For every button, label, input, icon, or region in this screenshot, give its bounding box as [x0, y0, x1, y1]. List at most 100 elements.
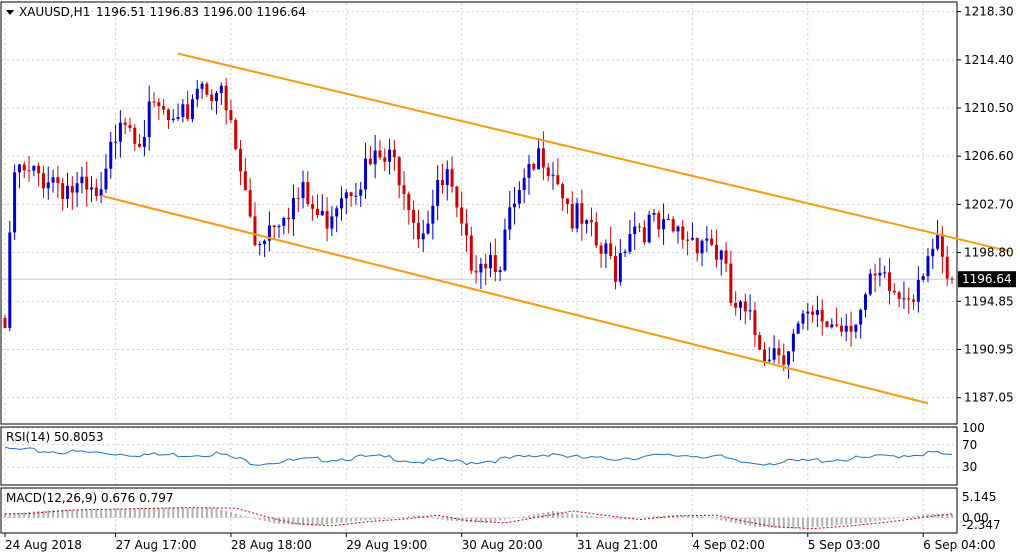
macd-bar: [715, 517, 718, 520]
macd-bar: [864, 517, 867, 523]
candle-body: [945, 256, 949, 279]
candle-body: [32, 165, 36, 171]
candle-body: [80, 176, 84, 184]
candle-body: [921, 276, 925, 280]
rsi-panel[interactable]: [0, 426, 958, 486]
candle-body: [628, 234, 632, 252]
macd-bar: [797, 517, 800, 529]
macd-bar: [124, 508, 127, 518]
candle-body: [378, 150, 382, 158]
macd-bar: [676, 515, 679, 518]
candle-body: [859, 309, 863, 325]
macd-bar: [681, 515, 684, 518]
candle-body: [666, 218, 670, 220]
macd-bar: [931, 513, 934, 518]
macd-bar: [835, 517, 838, 526]
macd-bar: [263, 517, 266, 522]
time-axis: 24 Aug 2018 27 Aug 17:00 28 Aug 18:00 29 Au…: [4, 533, 996, 552]
channel-lower-line[interactable]: [100, 194, 929, 405]
candle-body: [61, 183, 65, 199]
macd-signal-line: [5, 507, 953, 530]
macd-bar: [768, 517, 771, 528]
candle-body: [200, 83, 204, 89]
candle-body: [743, 301, 747, 312]
candle-body: [455, 186, 459, 208]
macd-bar: [888, 517, 891, 520]
candle-body: [210, 94, 214, 101]
candle-body: [705, 238, 709, 241]
candle-body: [325, 211, 329, 229]
macd-bar: [412, 515, 415, 518]
candle-body: [123, 122, 127, 125]
macd-tick-label: 5.145: [962, 490, 996, 504]
macd-bar: [177, 507, 180, 518]
macd-bar: [874, 517, 877, 522]
macd-bar: [253, 517, 256, 519]
channel-upper-line[interactable]: [177, 52, 1010, 253]
candle-body: [767, 359, 771, 362]
macd-bar: [638, 517, 641, 519]
macd-bar: [571, 513, 574, 518]
macd-bar: [537, 513, 540, 518]
macd-bar: [518, 517, 521, 518]
macd-bar: [138, 508, 141, 518]
candle-body: [296, 197, 300, 199]
candle-body: [484, 263, 488, 269]
candle-body: [791, 333, 795, 352]
macd-bar: [696, 515, 699, 518]
macd-bar: [306, 517, 309, 526]
candle-body: [219, 85, 223, 94]
candle-body: [166, 109, 170, 121]
macd-bar: [513, 517, 516, 519]
candle-body: [551, 175, 555, 177]
macd-bar: [268, 517, 271, 523]
candle-body: [623, 251, 627, 254]
main-panel[interactable]: [0, 1, 958, 425]
candle-body: [498, 270, 502, 272]
candle-body: [839, 325, 843, 332]
candle-body: [763, 349, 767, 362]
macd-bar: [527, 515, 530, 518]
macd-bar: [37, 511, 40, 518]
candle-body: [75, 183, 79, 193]
macd-bar: [619, 517, 622, 520]
macd-bar: [191, 507, 194, 518]
chevron-down-icon[interactable]: [6, 10, 14, 15]
candle-body: [267, 225, 271, 241]
macd-bar: [465, 517, 468, 522]
rsi-tick-label: 70: [962, 438, 977, 452]
macd-bar: [292, 517, 295, 525]
candle-body: [90, 187, 94, 190]
macd-bar: [244, 516, 247, 518]
candle-body: [782, 355, 786, 365]
candle-body: [527, 164, 531, 178]
candle-body: [186, 104, 190, 120]
candle-body: [585, 220, 589, 224]
macd-bar: [922, 515, 925, 518]
macd-bar: [902, 517, 905, 518]
macd-bar: [273, 517, 276, 524]
candle-body: [902, 298, 906, 300]
macd-bar: [215, 508, 218, 518]
candle-body: [320, 211, 324, 216]
macd-bar: [705, 517, 708, 518]
macd-bar: [532, 514, 535, 518]
macd-bar: [316, 517, 319, 526]
candle-body: [642, 227, 646, 243]
macd-bar: [52, 510, 55, 518]
macd-bar: [576, 514, 579, 518]
macd-bar: [90, 509, 93, 518]
macd-bar: [701, 516, 704, 518]
rsi-axis: 100 70 30: [962, 421, 985, 474]
macd-bar: [590, 515, 593, 518]
macd-bar: [826, 517, 829, 527]
candle-body: [109, 141, 113, 169]
candle-body: [224, 85, 228, 111]
candle-body: [748, 310, 752, 312]
macd-bar: [624, 517, 627, 520]
macd-bar: [388, 517, 391, 519]
macd-bar: [239, 514, 242, 518]
macd-bar: [143, 508, 146, 518]
macd-bar: [393, 517, 396, 519]
